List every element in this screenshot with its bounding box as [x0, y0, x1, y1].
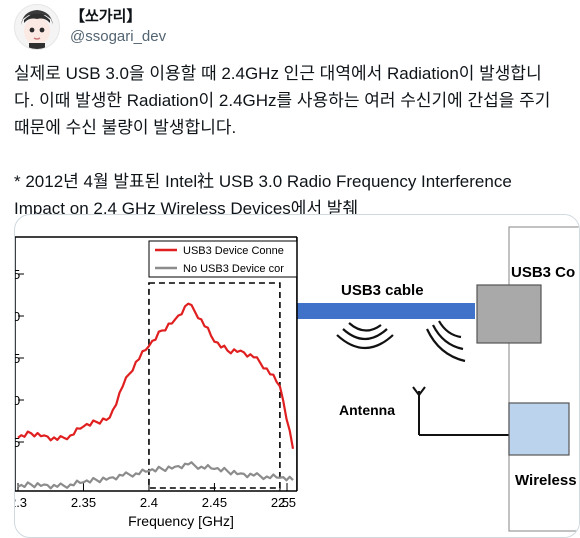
x-tick-label: 2.5 — [271, 495, 289, 510]
chart-legend: USB3 Device Conne No USB3 Device cor — [148, 240, 300, 278]
x-tick-label: 2.4 — [140, 495, 158, 510]
series-line — [17, 461, 294, 490]
avatar-illustration — [15, 5, 59, 49]
legend-label: USB3 Device Conne — [183, 245, 284, 257]
tweet-text: 실제로 USB 3.0을 이용할 때 2.4GHz 인근 대역에서 Radiat… — [14, 60, 574, 222]
antenna-label: Antenna — [339, 402, 395, 418]
usb-diagram: USB3 cable USB3 Co Antenna — [297, 215, 579, 537]
usb3-connector-box — [476, 284, 542, 344]
y-tick-label: 0 — [15, 309, 20, 324]
y-tick-label: 5 — [15, 267, 20, 282]
tweet-paragraph: 실제로 USB 3.0을 이용할 때 2.4GHz 인근 대역에서 Radiat… — [14, 64, 551, 137]
wireless-receiver-box — [508, 402, 570, 456]
usb3-cable — [297, 303, 475, 319]
tweet-paragraph: * 2012년 4월 발표된 Intel社 USB 3.0 Radio Freq… — [14, 172, 512, 218]
legend-label: No USB3 Device cor — [183, 263, 284, 275]
wireless-label: Wireless — [515, 472, 577, 489]
antenna-icon — [412, 386, 509, 436]
chart-plot: 2.3 2.35 2.4 2.45 2.52.5 5 0 5 0 5 — [15, 267, 296, 510]
usb3-cable-label: USB3 cable — [341, 282, 424, 299]
series-line — [17, 302, 295, 449]
x-axis-label: Frequency [GHz] — [128, 513, 234, 529]
usb3-device-outline — [508, 226, 579, 532]
x-tick-label: 2.5 — [278, 495, 296, 510]
x-tick-label: 2.3 — [15, 495, 27, 510]
tweet-media-image[interactable]: 2.3 2.35 2.4 2.45 2.52.5 5 0 5 0 5 USB3 Device Co… — [14, 214, 580, 538]
display-name[interactable]: 【쏘가리】 — [70, 8, 142, 25]
x-tick-label: 2.35 — [71, 495, 96, 510]
chart-frame — [15, 236, 298, 492]
avatar[interactable] — [14, 4, 60, 50]
y-tick-label: 5 — [15, 351, 20, 366]
tweet-header: 【쏘가리】 @ssogari_dev — [14, 4, 166, 50]
figure: 2.3 2.35 2.4 2.45 2.52.5 5 0 5 0 5 USB3 Device Co… — [15, 215, 579, 537]
y-tick-label: 0 — [15, 393, 20, 408]
user-handle[interactable]: @ssogari_dev — [70, 28, 167, 45]
x-tick-label: 2.45 — [202, 495, 227, 510]
y-tick-label: 5 — [15, 435, 20, 450]
usb3-device-label: USB3 Co — [511, 264, 575, 281]
radiation-waves — [336, 320, 466, 363]
